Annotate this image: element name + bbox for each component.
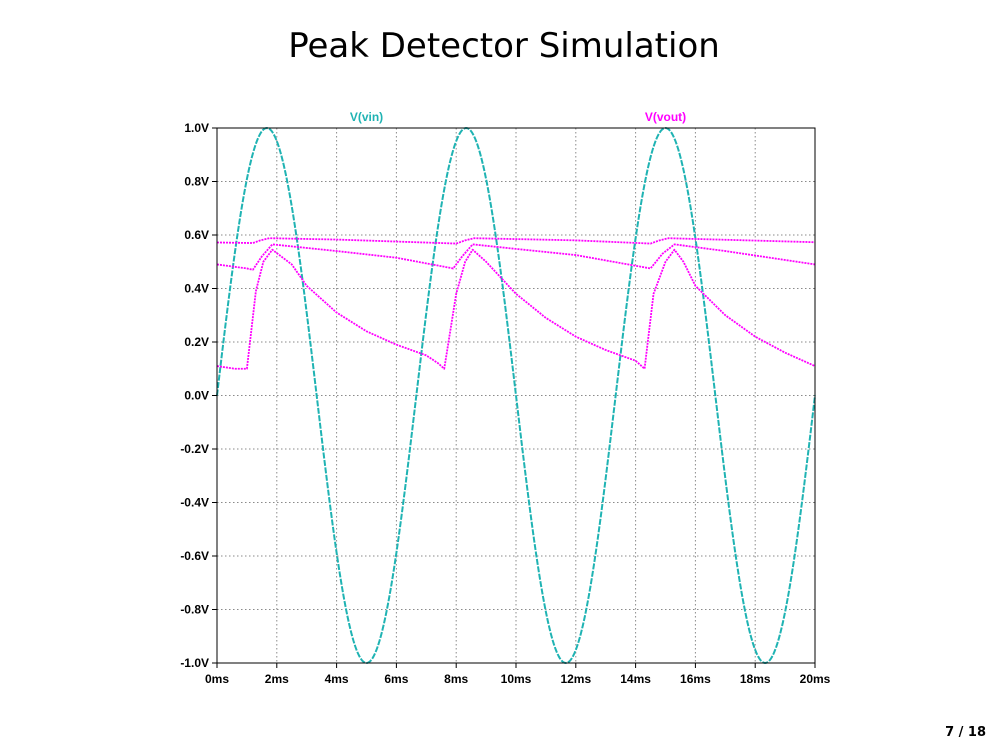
- x-tick-label: 10ms: [501, 672, 532, 686]
- series-layer: [216, 127, 816, 664]
- x-tick-label: 12ms: [560, 672, 591, 686]
- x-tick-label: 0ms: [205, 672, 229, 686]
- y-tick-label: -0.8V: [180, 603, 209, 617]
- x-tick-label: 18ms: [740, 672, 771, 686]
- y-tick-label: -0.6V: [180, 549, 209, 563]
- y-axis: 1.0V 0.8V 0.6V 0.4V 0.2V 0.0V -0.2V -0.4V -0.6V -…: [180, 121, 217, 670]
- y-tick-label: -0.4V: [180, 496, 209, 510]
- series-vin-line: [216, 127, 816, 664]
- x-tick-label: 4ms: [325, 672, 349, 686]
- series-vout-line-2: [216, 243, 816, 271]
- grid-layer: [217, 128, 815, 663]
- series-vout-line-1: [216, 248, 816, 370]
- y-tick-label: -0.2V: [180, 442, 209, 456]
- y-tick-label: -1.0V: [180, 656, 209, 670]
- page-number: 7 / 18: [945, 725, 986, 740]
- series-vout-line-3: [216, 237, 816, 245]
- legend[interactable]: V(vin) V(vout): [350, 110, 686, 124]
- y-tick-label: 0.4V: [184, 282, 209, 296]
- x-tick-label: 6ms: [384, 672, 408, 686]
- x-tick-label: 14ms: [620, 672, 651, 686]
- y-tick-label: 0.6V: [184, 228, 209, 242]
- x-tick-label: 20ms: [800, 672, 831, 686]
- x-axis: 0ms 2ms 4ms 6ms 8ms 10ms 12ms 14ms 16ms 18ms 20ms: [205, 663, 831, 686]
- legend-item-vout[interactable]: V(vout): [645, 110, 686, 124]
- x-tick-label: 8ms: [444, 672, 468, 686]
- y-tick-label: 0.0V: [184, 389, 209, 403]
- x-tick-label: 16ms: [680, 672, 711, 686]
- slide-title: Peak Detector Simulation: [288, 26, 720, 66]
- y-tick-label: 1.0V: [184, 121, 209, 135]
- y-tick-label: 0.2V: [184, 335, 209, 349]
- legend-item-vin[interactable]: V(vin): [350, 110, 383, 124]
- x-tick-label: 2ms: [265, 672, 289, 686]
- y-tick-label: 0.8V: [184, 175, 209, 189]
